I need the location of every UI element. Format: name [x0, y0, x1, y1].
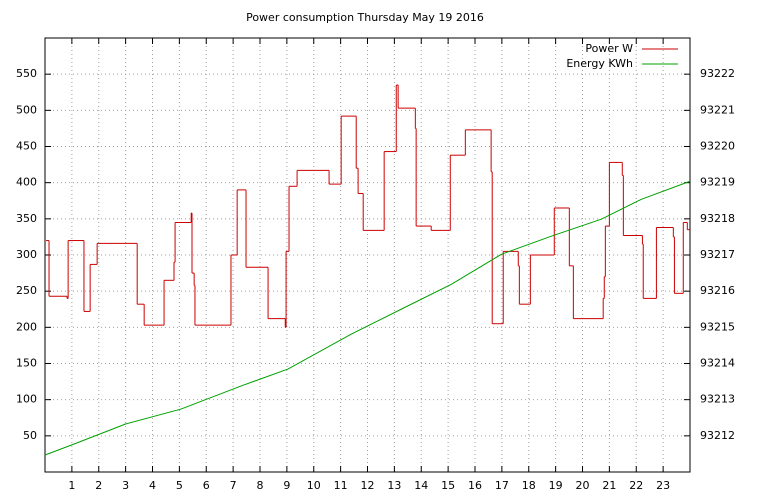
x-tick-label: 8	[257, 479, 264, 492]
x-tick-label: 4	[149, 479, 156, 492]
x-tick-label: 13	[387, 479, 401, 492]
y-tick-label: 150	[16, 357, 37, 370]
y2-tick-label: 93216	[700, 284, 735, 297]
x-tick-label: 15	[441, 479, 455, 492]
y2-tick-label: 93217	[700, 248, 735, 261]
x-tick-label: 23	[656, 479, 670, 492]
y-tick-label: 450	[16, 140, 37, 153]
y2-tick-label: 93219	[700, 176, 735, 189]
x-tick-label: 9	[283, 479, 290, 492]
x-tick-label: 10	[307, 479, 321, 492]
y2-tick-label: 93222	[700, 67, 735, 80]
y2-tick-label: 93213	[700, 393, 735, 406]
x-tick-label: 7	[230, 479, 237, 492]
y-tick-label: 50	[23, 429, 37, 442]
x-tick-label: 6	[203, 479, 210, 492]
y2-tick-label: 93218	[700, 212, 735, 225]
x-tick-label: 20	[576, 479, 590, 492]
y-tick-label: 100	[16, 393, 37, 406]
x-tick-label: 1	[68, 479, 75, 492]
x-tick-label: 14	[414, 479, 428, 492]
legend-label: Power W	[585, 42, 633, 55]
y2-tick-label: 93221	[700, 103, 735, 116]
chart-title: Power consumption Thursday May 19 2016	[246, 11, 484, 24]
y-tick-label: 200	[16, 320, 37, 333]
energy-line	[44, 180, 691, 456]
x-tick-label: 16	[468, 479, 482, 492]
y-tick-label: 250	[16, 284, 37, 297]
y-tick-label: 400	[16, 176, 37, 189]
y2-tick-label: 93212	[700, 429, 735, 442]
y-tick-label: 550	[16, 67, 37, 80]
y2-tick-label: 93214	[700, 357, 735, 370]
x-tick-label: 18	[522, 479, 536, 492]
x-tick-label: 12	[361, 479, 375, 492]
x-tick-label: 11	[334, 479, 348, 492]
y2-tick-label: 93215	[700, 320, 735, 333]
x-tick-label: 17	[495, 479, 509, 492]
x-tick-label: 2	[95, 479, 102, 492]
y-tick-label: 500	[16, 103, 37, 116]
x-tick-label: 5	[176, 479, 183, 492]
x-tick-label: 22	[629, 479, 643, 492]
x-tick-label: 21	[602, 479, 616, 492]
legend-label: Energy KWh	[566, 57, 633, 70]
y2-tick-label: 93220	[700, 140, 735, 153]
x-tick-label: 19	[549, 479, 563, 492]
y-tick-label: 350	[16, 212, 37, 225]
x-tick-label: 3	[122, 479, 129, 492]
y-tick-label: 300	[16, 248, 37, 261]
